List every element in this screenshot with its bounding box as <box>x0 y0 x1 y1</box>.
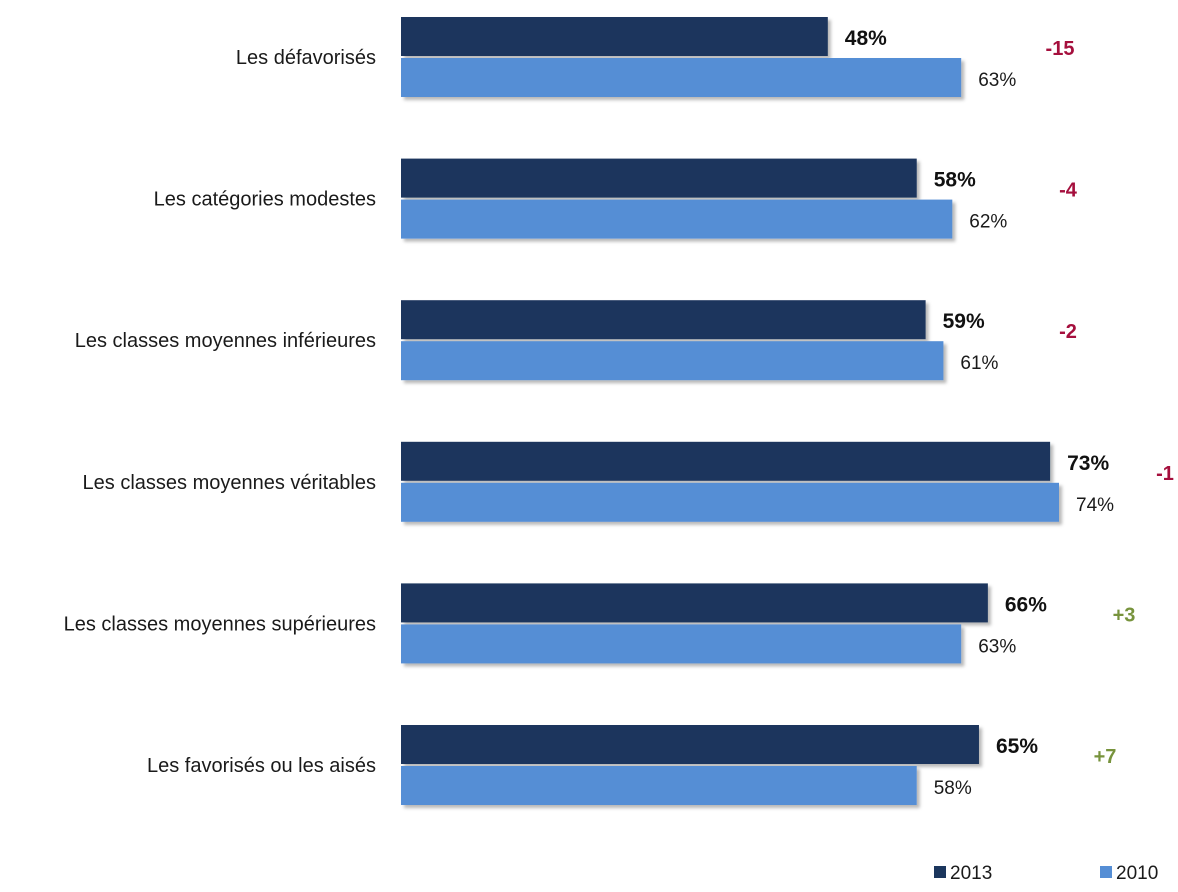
bar-2013 <box>401 17 828 56</box>
difference-label: +7 <box>1094 746 1117 768</box>
difference-label: -4 <box>1059 180 1078 202</box>
value-label-2010: 58% <box>934 778 972 799</box>
value-label-2013: 58% <box>934 169 976 192</box>
bar-2013 <box>401 441 1051 481</box>
category-label: Les classes moyennes supérieures <box>64 613 376 635</box>
value-label-2010: 63% <box>978 70 1016 91</box>
category-label: Les catégories modestes <box>154 189 376 211</box>
bar-2010 <box>401 58 962 97</box>
legend-swatch-2010 <box>1100 866 1112 878</box>
bar-2010 <box>401 199 953 239</box>
difference-label: +3 <box>1113 604 1136 626</box>
value-label-2013: 65% <box>996 735 1038 758</box>
category-label: Les classes moyennes véritables <box>83 472 376 494</box>
value-label-2010: 74% <box>1076 495 1114 516</box>
value-label-2010: 61% <box>960 353 998 374</box>
bar-2010 <box>401 766 917 805</box>
value-label-2013: 59% <box>943 310 985 333</box>
bar-2010 <box>401 482 1059 522</box>
legend-swatch-2013 <box>934 866 946 878</box>
bar-2010 <box>401 624 962 664</box>
legend-label-2010: 2010 <box>1116 863 1158 884</box>
value-label-2013: 48% <box>845 27 887 50</box>
difference-label: -1 <box>1156 463 1174 485</box>
bar-2013 <box>401 725 979 764</box>
difference-label: -15 <box>1046 38 1075 60</box>
difference-labels: -15 -4 -2 -1 +3 +7 <box>1046 38 1174 768</box>
difference-label: -2 <box>1059 321 1077 343</box>
value-label-2013: 73% <box>1067 452 1109 475</box>
bar-2013 <box>401 158 917 198</box>
legend: 2013 2010 <box>934 863 1158 884</box>
category-labels: Les défavorisés Les catégories modestes Le… <box>64 47 376 777</box>
category-label: Les classes moyennes inférieures <box>75 330 376 352</box>
bars <box>401 17 1059 805</box>
bar-2010 <box>401 341 944 381</box>
value-labels: 48% 63% 58% 62% 59% 61% 73% 74% 66% 63% 65% 58% <box>845 27 1114 799</box>
bar-2013 <box>401 583 988 623</box>
value-label-2010: 63% <box>978 636 1016 657</box>
value-label-2013: 66% <box>1005 593 1047 616</box>
legend-label-2013: 2013 <box>950 863 992 884</box>
bar-2013 <box>401 300 926 340</box>
category-label: Les favorisés ou les aisés <box>147 755 376 777</box>
category-label: Les défavorisés <box>236 47 376 69</box>
value-label-2010: 62% <box>969 212 1007 233</box>
